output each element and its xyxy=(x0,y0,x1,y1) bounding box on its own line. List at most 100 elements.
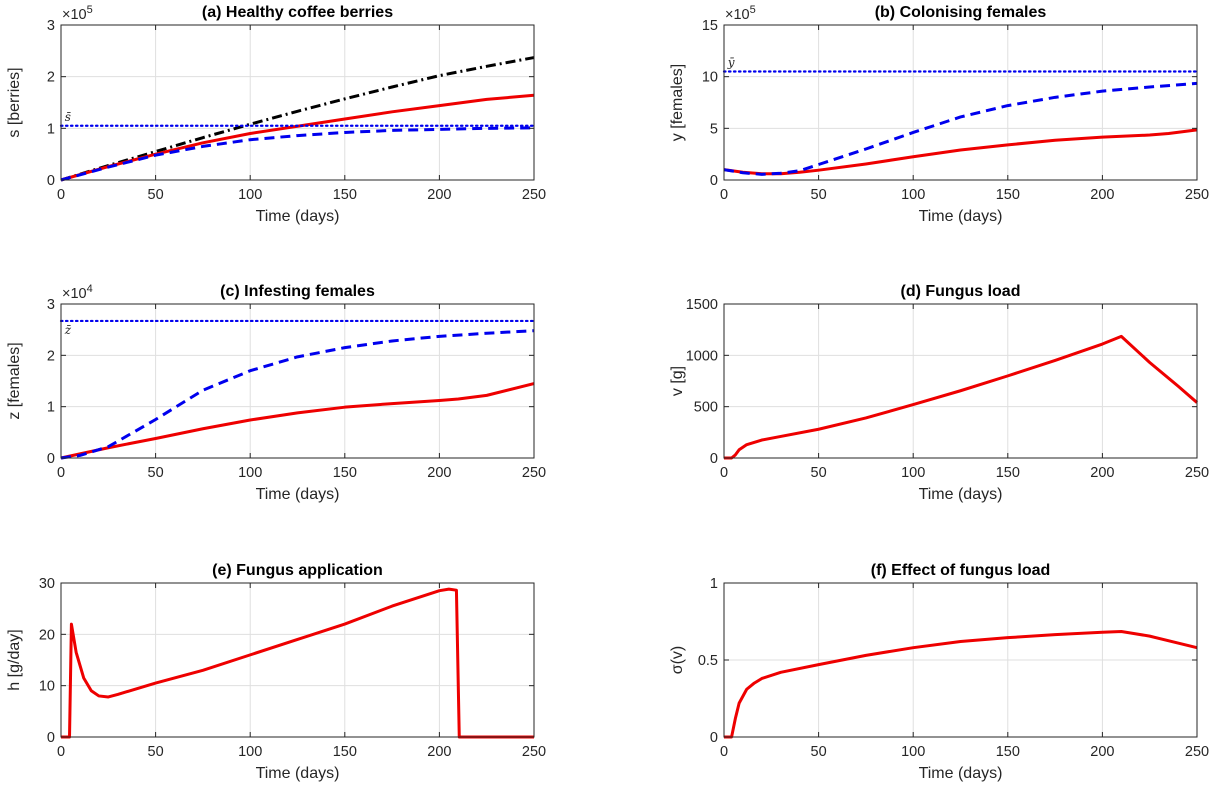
y-axis-label: y [females] xyxy=(669,64,686,141)
axes-box xyxy=(723,24,1198,181)
x-tick-label: 0 xyxy=(720,744,728,760)
x-tick-label: 100 xyxy=(901,187,925,203)
chart-title: (c) Infesting females xyxy=(220,283,375,300)
chart-title: (d) Fungus load xyxy=(901,283,1021,300)
series-line-solid xyxy=(723,128,1198,176)
y-tick-label: 0 xyxy=(47,730,55,746)
y-tick-label: 2 xyxy=(47,348,55,364)
x-tick-label: 100 xyxy=(238,744,262,760)
x-axis-label: Time (days) xyxy=(919,486,1003,503)
y-tick-label: 500 xyxy=(694,400,718,416)
x-tick-label: 0 xyxy=(720,187,728,203)
x-axis-label: Time (days) xyxy=(256,208,340,225)
chart-title: (e) Fungus application xyxy=(212,562,383,579)
x-tick-label: 50 xyxy=(148,187,164,203)
x-tick-label: 200 xyxy=(1090,465,1114,481)
x-tick-label: 150 xyxy=(333,187,357,203)
x-tick-label: 250 xyxy=(522,744,546,760)
x-tick-label: 50 xyxy=(148,744,164,760)
y-tick-label: 2 xyxy=(47,70,55,86)
x-tick-label: 200 xyxy=(427,465,451,481)
x-tick-label: 250 xyxy=(522,465,546,481)
x-tick-label: 250 xyxy=(1185,744,1209,760)
plot-area xyxy=(724,25,1197,180)
chart-panel-f: 0 50 100 150 200 250 0 0.5 1 (f) Effect of fungus… xyxy=(669,562,1209,782)
chart-panel-b: 0 50 100 150 200 250 0 5 10 15 (b) Colonising fema… xyxy=(669,4,1209,225)
y-tick-label: 1 xyxy=(710,576,718,592)
axes-box xyxy=(723,303,1198,459)
axis-multiplier: ×105 xyxy=(62,4,93,23)
x-tick-label: 250 xyxy=(1185,187,1209,203)
y-tick-label: 0 xyxy=(47,173,55,189)
x-tick-label: 100 xyxy=(901,465,925,481)
x-tick-label: 50 xyxy=(811,465,827,481)
chart-title: (b) Colonising females xyxy=(875,4,1047,21)
x-tick-label: 150 xyxy=(996,187,1020,203)
chart-panel-a: 0 50 100 150 200 250 0 1 2 3 (a) Healthy coffee be… xyxy=(6,4,546,225)
y-tick-label: 0 xyxy=(710,451,718,467)
axes-box xyxy=(60,24,535,181)
x-tick-label: 0 xyxy=(720,465,728,481)
x-tick-label: 100 xyxy=(901,744,925,760)
series-line-dashdot xyxy=(60,56,535,182)
y-axis-label: h [g/day] xyxy=(6,629,23,690)
chart-panel-e: 0 50 100 150 200 250 0 10 20 30 (e) Fungus applica… xyxy=(6,562,546,782)
y-axis-label: σ(v) xyxy=(669,646,686,675)
plot-area xyxy=(61,583,534,737)
y-tick-label: 5 xyxy=(710,121,718,137)
y-tick-label: 3 xyxy=(47,297,55,313)
x-tick-label: 250 xyxy=(522,187,546,203)
axes-box xyxy=(60,582,535,738)
y-tick-label: 0 xyxy=(710,173,718,189)
equilibrium-label: s̄ xyxy=(65,110,72,124)
y-axis-label: s [berries] xyxy=(6,67,23,137)
series-line-solid xyxy=(724,630,1198,739)
chart-panel-d: 0 50 100 150 200 250 0 500 1000 1500 (d) Fungus lo… xyxy=(669,283,1209,503)
y-tick-label: 1000 xyxy=(686,348,718,364)
x-tick-label: 50 xyxy=(811,187,827,203)
x-tick-label: 200 xyxy=(427,187,451,203)
x-axis-label: Time (days) xyxy=(919,765,1003,782)
series-line-dashed xyxy=(60,126,535,182)
x-tick-label: 250 xyxy=(1185,465,1209,481)
x-axis-label: Time (days) xyxy=(919,208,1003,225)
x-tick-label: 200 xyxy=(1090,744,1114,760)
y-tick-label: 0.5 xyxy=(698,653,718,669)
plot-area xyxy=(61,304,534,458)
series-line-solid xyxy=(61,587,534,739)
x-tick-label: 100 xyxy=(238,465,262,481)
equilibrium-label: ȳ xyxy=(727,56,735,70)
y-tick-label: 3 xyxy=(47,18,55,34)
x-tick-label: 0 xyxy=(57,187,65,203)
y-tick-label: 20 xyxy=(39,627,55,643)
x-tick-label: 0 xyxy=(57,744,65,760)
y-tick-label: 1 xyxy=(47,400,55,416)
axis-multiplier: ×105 xyxy=(725,4,756,23)
x-tick-label: 200 xyxy=(427,744,451,760)
x-tick-label: 150 xyxy=(996,744,1020,760)
y-tick-label: 10 xyxy=(39,679,55,695)
series-line-dashed xyxy=(723,81,1198,176)
y-tick-label: 10 xyxy=(702,70,718,86)
y-axis-label: z [females] xyxy=(6,342,23,419)
chart-title: (f) Effect of fungus load xyxy=(871,562,1051,579)
y-tick-label: 0 xyxy=(47,451,55,467)
x-tick-label: 100 xyxy=(238,187,262,203)
y-tick-label: 30 xyxy=(39,576,55,592)
x-tick-label: 150 xyxy=(333,744,357,760)
x-tick-label: 50 xyxy=(811,744,827,760)
x-tick-label: 0 xyxy=(57,465,65,481)
y-axis-label: v [g] xyxy=(669,366,686,396)
axis-multiplier: ×104 xyxy=(62,283,93,302)
x-tick-label: 150 xyxy=(333,465,357,481)
equilibrium-label: z̄ xyxy=(64,323,72,337)
chart-title: (a) Healthy coffee berries xyxy=(202,4,393,21)
y-tick-label: 1500 xyxy=(686,297,718,313)
chart-panel-c: 0 50 100 150 200 250 0 1 2 3 (c) Infesting females… xyxy=(6,283,546,503)
x-tick-label: 200 xyxy=(1090,187,1114,203)
x-axis-label: Time (days) xyxy=(256,765,340,782)
x-tick-label: 150 xyxy=(996,465,1020,481)
y-tick-label: 1 xyxy=(47,121,55,137)
series-line-solid xyxy=(724,334,1198,460)
y-tick-label: 0 xyxy=(710,730,718,746)
